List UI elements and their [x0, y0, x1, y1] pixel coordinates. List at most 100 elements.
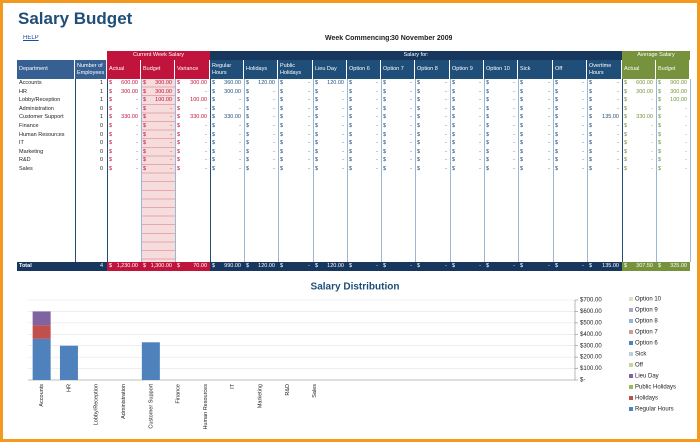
total-row-bg	[210, 262, 622, 271]
currency-symbol: $	[658, 114, 662, 121]
legend-swatch	[629, 396, 633, 400]
money-cell: -	[582, 88, 584, 95]
week-value: 30 November 2009	[391, 35, 453, 42]
column-divider	[75, 79, 76, 262]
currency-symbol: $	[280, 97, 284, 104]
column-header: Off	[553, 60, 587, 79]
money-cell: -	[513, 97, 515, 104]
money-cell: -	[410, 97, 412, 104]
currency-symbol: $	[555, 88, 559, 95]
help-link[interactable]: HELP	[23, 35, 39, 41]
money-cell: -	[685, 148, 687, 155]
currency-symbol: $	[383, 88, 387, 95]
money-cell: -	[205, 157, 207, 164]
currency-symbol: $	[177, 140, 181, 147]
money-cell: -	[651, 123, 653, 129]
currency-symbol: $	[246, 157, 250, 164]
currency-symbol: $	[486, 105, 490, 112]
money-cell: -	[479, 166, 481, 172]
currency-symbol: $	[349, 97, 353, 104]
group-header: Average Salary	[622, 51, 690, 60]
currency-symbol: $	[658, 123, 662, 129]
employees-cell: 0	[99, 157, 103, 164]
money-cell: -	[513, 123, 515, 129]
chart-title: Salary Distribution	[311, 282, 400, 293]
money-cell: 330.00	[121, 114, 138, 121]
currency-symbol: $	[177, 105, 181, 112]
money-cell: -	[410, 157, 412, 164]
money-cell: -	[170, 157, 172, 164]
currency-symbol: $	[212, 105, 216, 112]
legend-swatch	[629, 308, 633, 312]
legend-swatch	[629, 330, 633, 334]
currency-symbol: $	[589, 148, 593, 155]
bar-segment	[141, 342, 160, 380]
currency-symbol: $	[417, 148, 421, 155]
currency-symbol: $	[486, 131, 490, 138]
money-cell: -	[308, 105, 310, 112]
money-cell: -	[582, 166, 584, 172]
money-cell: -	[239, 97, 241, 104]
legend-swatch	[629, 297, 633, 301]
money-cell: -	[410, 80, 412, 86]
currency-symbol: $	[417, 105, 421, 112]
column-header: Regular Hours	[210, 60, 244, 79]
department-cell: Sales	[19, 166, 33, 172]
currency-symbol: $	[520, 97, 524, 104]
money-cell: -	[342, 157, 344, 164]
money-cell: -	[410, 166, 412, 172]
currency-symbol: $	[143, 105, 147, 112]
total-row-bg	[107, 262, 210, 271]
currency-symbol: $	[212, 114, 216, 121]
money-cell: 100.00	[155, 97, 172, 104]
money-cell: 300.00	[190, 80, 207, 86]
money-cell: 330.00	[190, 114, 207, 121]
money-cell: -	[582, 97, 584, 104]
employees-cell: 1	[99, 97, 103, 104]
currency-symbol: $	[212, 123, 216, 129]
currency-symbol: $	[143, 97, 147, 104]
x-tick-label: Human Resources	[203, 384, 209, 430]
department-cell: Total	[19, 262, 32, 269]
column-header: Option 9	[450, 60, 484, 79]
money-cell: -	[205, 123, 207, 129]
money-cell: -	[548, 131, 550, 138]
money-cell: 330.00	[224, 114, 241, 121]
currency-symbol: $	[417, 114, 421, 121]
money-cell: -	[479, 148, 481, 155]
money-cell: -	[308, 140, 310, 147]
week-label: Week Commencing:	[325, 35, 392, 42]
currency-symbol: $	[624, 131, 628, 138]
currency-symbol: $	[280, 88, 284, 95]
x-tick-label: HR	[66, 384, 72, 392]
money-cell: 300.00	[121, 88, 138, 95]
currency-symbol: $	[383, 131, 387, 138]
currency-symbol: $	[555, 157, 559, 164]
currency-symbol: $	[383, 105, 387, 112]
currency-symbol: $	[624, 262, 628, 269]
currency-symbol: $	[109, 157, 113, 164]
currency-symbol: $	[417, 80, 421, 86]
currency-symbol: $	[109, 105, 113, 112]
currency-symbol: $	[452, 105, 456, 112]
money-cell: -	[308, 131, 310, 138]
currency-symbol: $	[143, 166, 147, 172]
money-cell: -	[548, 123, 550, 129]
money-cell: -	[410, 105, 412, 112]
currency-symbol: $	[452, 262, 456, 269]
money-cell: 325.00	[670, 262, 687, 269]
currency-symbol: $	[555, 148, 559, 155]
column-divider	[518, 79, 519, 262]
currency-symbol: $	[280, 166, 284, 172]
column-divider	[484, 79, 485, 262]
currency-symbol: $	[589, 157, 593, 164]
y-tick-label: $100.00	[580, 366, 602, 372]
currency-symbol: $	[658, 97, 662, 104]
currency-symbol: $	[280, 80, 284, 86]
x-tick-label: Finance	[176, 384, 182, 404]
currency-symbol: $	[349, 123, 353, 129]
money-cell: -	[617, 157, 619, 164]
money-cell: -	[376, 88, 378, 95]
currency-symbol: $	[212, 148, 216, 155]
money-cell: -	[136, 123, 138, 129]
